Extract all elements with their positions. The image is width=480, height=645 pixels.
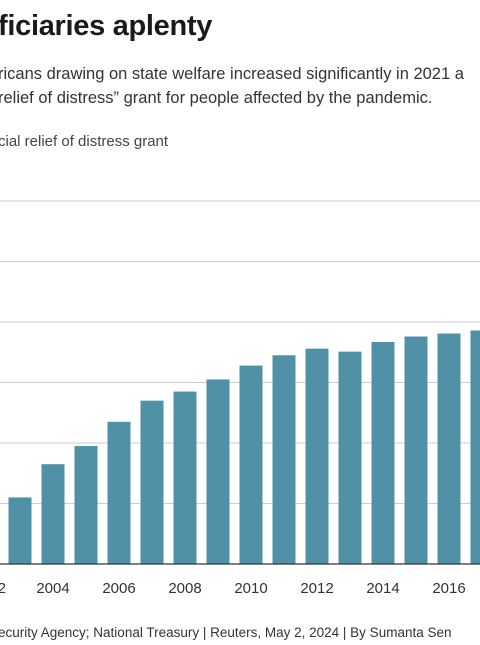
- x-tick-label: 2: [0, 580, 6, 597]
- x-tick-label: 2016: [432, 580, 465, 597]
- subtitle-line-1: ricans drawing on state welfare increase…: [0, 65, 464, 83]
- x-tick-label: 2010: [234, 580, 267, 597]
- bar-2011: [272, 355, 296, 564]
- source-credit: ecurity Agency; National Treasury | Reut…: [0, 625, 452, 640]
- chart-subtitle: ricans drawing on state welfare increase…: [0, 62, 480, 110]
- bar-2010: [239, 365, 263, 564]
- bar-2016: [437, 333, 461, 564]
- bar-2006: [107, 421, 131, 564]
- bar-2013: [338, 351, 362, 564]
- x-tick-label: 2008: [168, 580, 201, 597]
- series-label: cial relief of distress grant: [0, 133, 169, 150]
- bar-2012: [305, 348, 329, 564]
- bar-2009: [206, 379, 230, 564]
- x-tick-label: 2006: [102, 580, 135, 597]
- x-tick-label: 2014: [366, 580, 399, 597]
- x-tick-label: 2004: [36, 580, 69, 597]
- bar-2008: [173, 391, 197, 564]
- chart-title: ficiaries aplenty: [0, 10, 213, 42]
- bar-2014: [371, 341, 395, 564]
- bar-2007: [140, 400, 164, 564]
- bar-chart: 2 2004 2006 2008 2010 2012 2014 2016: [0, 200, 480, 597]
- bar-2005: [74, 446, 98, 564]
- bar-2017: [470, 330, 480, 564]
- bar-2015: [404, 336, 428, 564]
- subtitle-line-2: relief of distress” grant for people aff…: [0, 89, 433, 107]
- x-tick-label: 2012: [300, 580, 333, 597]
- bar-2004: [41, 464, 65, 564]
- bar-2003: [8, 497, 32, 564]
